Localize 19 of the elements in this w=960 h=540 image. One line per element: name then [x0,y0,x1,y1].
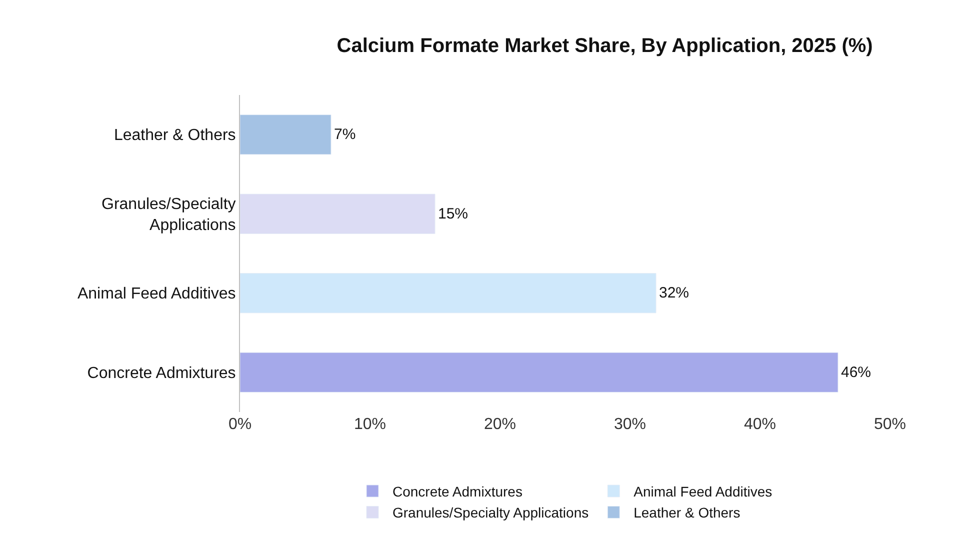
data-label: 46% [841,364,872,381]
legend-label: Granules/Specialty Applications [392,504,589,521]
x-tick-label: 0% [228,416,252,433]
data-label: 32% [659,284,690,302]
y-tick-label: Leather & Others [114,127,236,144]
y-tick-label: Granules/Specialty Applications [102,196,236,234]
x-tick-label: 40% [744,416,776,433]
x-tick-label: 10% [354,416,386,433]
legend-label: Concrete Admixtures [392,483,522,500]
x-tick-label: 50% [874,416,906,433]
y-tick-label: Animal Feed Additives [77,286,236,303]
legend-label: Leather & Others [634,504,740,521]
x-tick-label: 20% [484,416,516,433]
y-tick-label: Concrete Admixtures [87,364,236,382]
x-tick-label: 30% [614,416,646,433]
legend-label: Animal Feed Additives [634,483,772,500]
data-label: 7% [334,126,356,144]
data-label: 15% [438,205,468,222]
chart-title: Calcium Formate Market Share, By Application, 2025 (%) [336,34,873,57]
